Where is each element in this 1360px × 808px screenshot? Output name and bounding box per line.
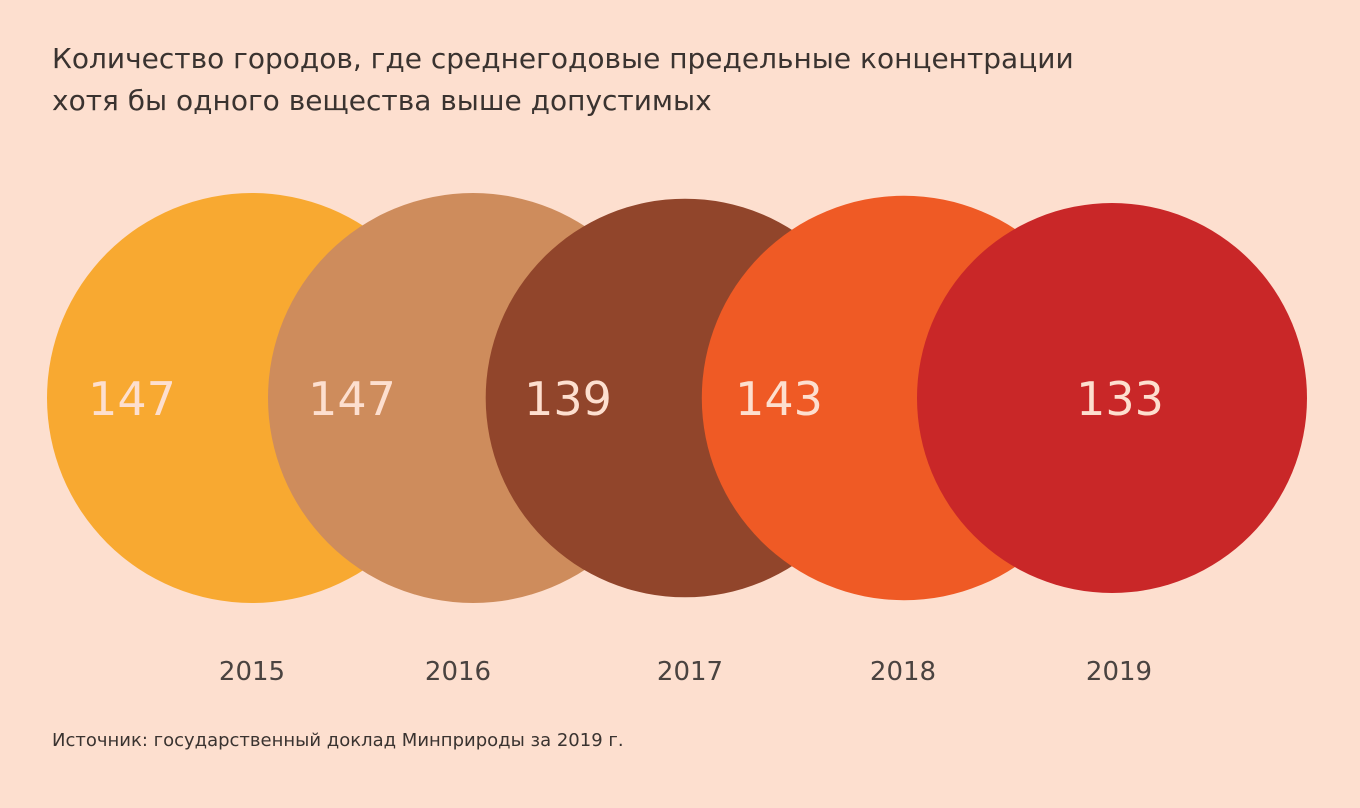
value-label-2016: 147 [308, 372, 396, 426]
chart-title-line-2: хотя бы одного вещества выше допустимых [52, 84, 712, 117]
year-label-2015: 2015 [219, 657, 285, 687]
value-label-2018: 143 [735, 372, 823, 426]
year-label-2016: 2016 [425, 657, 491, 687]
value-label-2019: 133 [1076, 372, 1164, 426]
value-label-2015: 147 [88, 372, 176, 426]
year-label-2019: 2019 [1086, 657, 1152, 687]
year-label-2018: 2018 [870, 657, 936, 687]
chart-title-line-1: Количество городов, где среднегодовые пр… [52, 42, 1074, 75]
value-label-2017: 139 [524, 372, 612, 426]
source-note: Источник: государственный доклад Минприр… [52, 730, 624, 751]
bubble-2019 [917, 203, 1307, 593]
year-label-2017: 2017 [657, 657, 723, 687]
chart-title: Количество городов, где среднегодовые пр… [52, 38, 1252, 122]
